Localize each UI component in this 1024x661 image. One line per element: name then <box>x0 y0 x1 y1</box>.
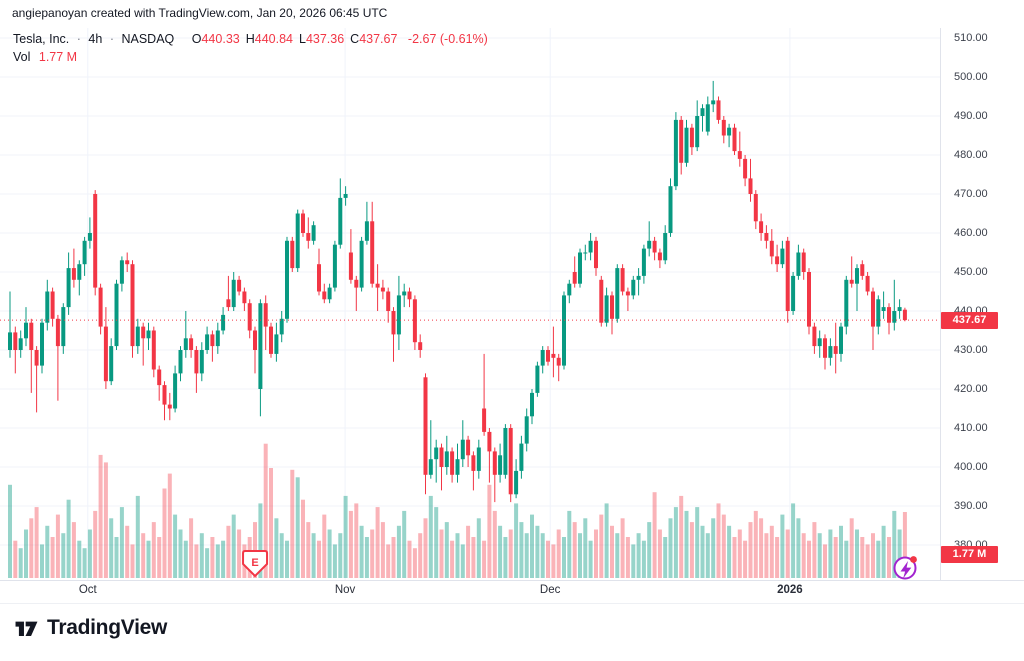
earnings-marker-icon[interactable]: E <box>242 550 269 578</box>
open-label: O <box>191 32 202 46</box>
time-axis-label: Oct <box>78 584 97 596</box>
price-axis-label: 490.00 <box>954 110 988 122</box>
price-axis-label: 510.00 <box>954 32 988 44</box>
low-label: L <box>298 32 306 46</box>
price-axis-label: 430.00 <box>954 344 988 356</box>
attribution-text: angiepanoyan created with TradingView.co… <box>12 6 388 20</box>
instant-trading-button[interactable] <box>891 553 921 583</box>
last-volume-tag: 1.77 M <box>941 546 998 563</box>
volume-label: Vol <box>13 50 31 64</box>
time-axis-label: Dec <box>539 584 561 596</box>
tradingview-logo[interactable]: TradingView <box>13 614 167 641</box>
time-axis-label: Nov <box>334 584 356 596</box>
price-axis-label: 450.00 <box>954 266 988 278</box>
chart-legend: Tesla, Inc. · 4h · NASDAQ O440.33 H440.84… <box>13 31 488 65</box>
ohlc-values: O440.33 H440.84 L437.36 C437.67 <box>186 32 398 46</box>
price-axis-label: 400.00 <box>954 461 988 473</box>
price-axis-label: 480.00 <box>954 149 988 161</box>
change-value: -2.67 (-0.61%) <box>407 32 488 46</box>
open-value: 440.33 <box>201 32 240 46</box>
symbol-title: Tesla, Inc. <box>13 32 70 46</box>
high-value: 440.84 <box>254 32 293 46</box>
last-price-tag: 437.67 <box>941 311 998 329</box>
time-axis[interactable]: Oct Nov Dec 2026 <box>0 582 940 603</box>
legend-volume-row[interactable]: Vol 1.77 M <box>13 49 488 65</box>
price-axis-label: 420.00 <box>954 383 988 395</box>
legend-separator: · <box>109 32 114 46</box>
time-axis-label: 2026 <box>777 584 803 596</box>
price-axis-label: 460.00 <box>954 227 988 239</box>
tradingview-logo-text: TradingView <box>47 615 168 639</box>
svg-text:E: E <box>251 557 258 569</box>
legend-separator: · <box>76 32 81 46</box>
time-axis-border <box>0 580 1024 581</box>
close-label: C <box>350 32 360 46</box>
volume-value: 1.77 M <box>38 50 78 64</box>
price-axis-label: 470.00 <box>954 188 988 200</box>
price-axis[interactable]: 510.00 500.00 490.00 480.00 470.00 460.00 450.… <box>940 0 1024 580</box>
lightning-bolt-icon <box>893 556 917 580</box>
high-label: H <box>245 32 255 46</box>
low-value: 437.36 <box>305 32 345 46</box>
tradingview-logo-icon <box>15 621 38 636</box>
price-axis-label: 390.00 <box>954 500 988 512</box>
legend-symbol-row[interactable]: Tesla, Inc. · 4h · NASDAQ O440.33 H440.84… <box>13 31 488 47</box>
price-axis-border <box>940 28 941 580</box>
price-axis-label: 500.00 <box>954 71 988 83</box>
interval-label: 4h <box>88 32 103 46</box>
close-value: 437.67 <box>359 32 398 46</box>
exchange-label: NASDAQ <box>121 32 175 46</box>
price-axis-label: 410.00 <box>954 422 988 434</box>
widget-bottom-border <box>0 603 1024 604</box>
